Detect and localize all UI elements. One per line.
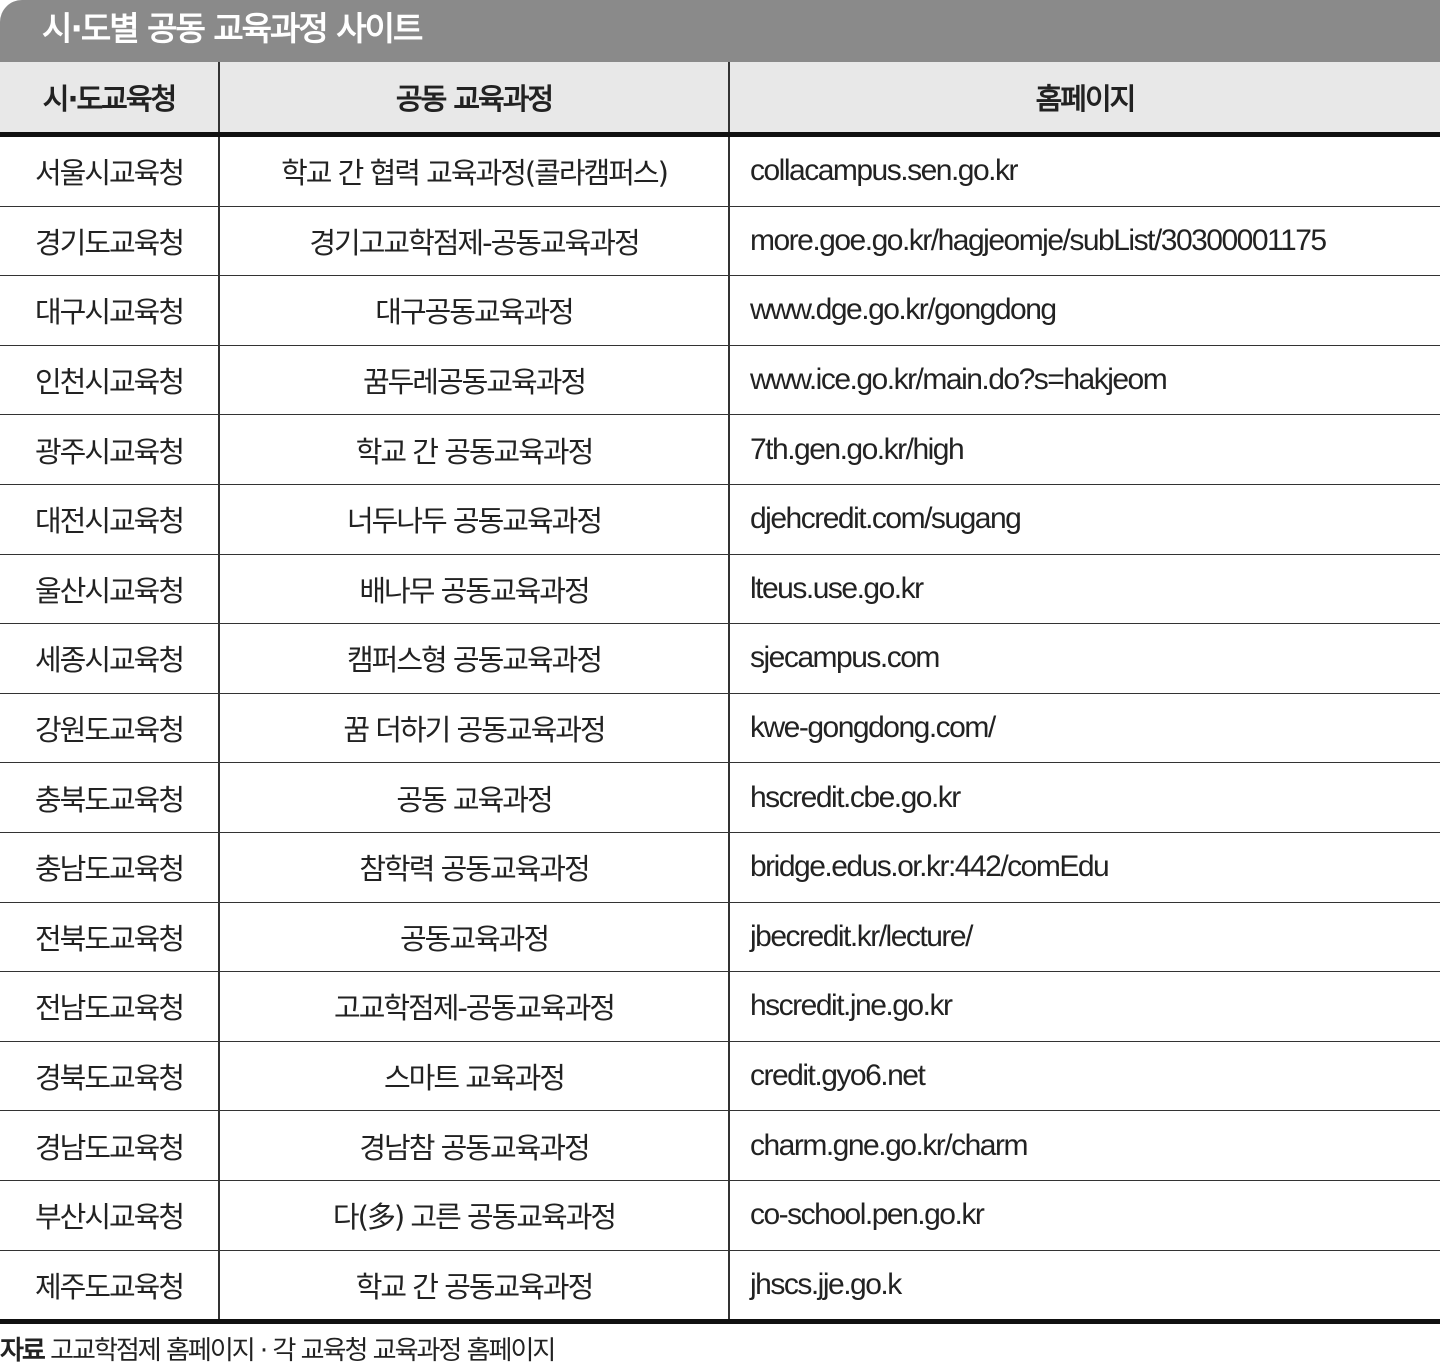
homepage-cell: jhscs.jje.go.k — [728, 1250, 1440, 1325]
table-row: 경북도교육청 스마트 교육과정 credit.gyo6.net — [0, 1041, 1440, 1112]
curriculum-cell: 꿈두레공동교육과정 — [218, 345, 729, 416]
curriculum-cell: 다(多) 고른 공동교육과정 — [218, 1180, 729, 1251]
office-cell: 경기도교육청 — [0, 206, 219, 277]
homepage-cell: co-school.pen.go.kr — [728, 1180, 1440, 1251]
office-cell: 인천시교육청 — [0, 345, 219, 416]
curriculum-cell: 학교 간 공동교육과정 — [218, 1250, 729, 1325]
table-row: 부산시교육청 다(多) 고른 공동교육과정 co-school.pen.go.kr — [0, 1180, 1440, 1251]
homepage-cell: more.goe.go.kr/hagjeomje/subList/3030000… — [728, 206, 1440, 277]
table-row: 충북도교육청 공동 교육과정 hscredit.cbe.go.kr — [0, 762, 1440, 833]
table-row: 충남도교육청 참학력 공동교육과정 bridge.edus.or.kr:442/co… — [0, 832, 1440, 903]
homepage-cell: bridge.edus.or.kr:442/comEdu — [728, 832, 1440, 903]
curriculum-cell: 고교학점제-공동교육과정 — [218, 971, 729, 1042]
homepage-cell: jbecredit.kr/lecture/ — [728, 902, 1440, 973]
office-cell: 경남도교육청 — [0, 1110, 219, 1181]
table-row: 전북도교육청 공동교육과정 jbecredit.kr/lecture/ — [0, 902, 1440, 973]
source-text: 고교학점제 홈페이지 · 각 교육청 교육과정 홈페이지 — [50, 1336, 556, 1367]
homepage-cell: www.ice.go.kr/main.do?s=hakjeom — [728, 345, 1440, 416]
office-cell: 울산시교육청 — [0, 554, 219, 625]
curriculum-cell: 꿈 더하기 공동교육과정 — [218, 693, 729, 764]
curriculum-cell: 학교 간 협력 교육과정(콜라캠퍼스) — [218, 134, 729, 207]
curriculum-cell: 대구공동교육과정 — [218, 275, 729, 346]
homepage-cell: www.dge.go.kr/gongdong — [728, 275, 1440, 346]
curriculum-cell: 공동 교육과정 — [218, 762, 729, 833]
office-cell: 전북도교육청 — [0, 902, 219, 973]
homepage-cell: charm.gne.go.kr/charm — [728, 1110, 1440, 1181]
office-cell: 강원도교육청 — [0, 693, 219, 764]
table-title: 시·도별 공동 교육과정 사이트 — [0, 0, 1440, 62]
curriculum-cell: 경기고교학점제-공동교육과정 — [218, 206, 729, 277]
homepage-cell: credit.gyo6.net — [728, 1041, 1440, 1112]
table-row: 광주시교육청 학교 간 공동교육과정 7th.gen.go.kr/high — [0, 414, 1440, 485]
curriculum-cell: 스마트 교육과정 — [218, 1041, 729, 1112]
curriculum-cell: 공동교육과정 — [218, 902, 729, 973]
table-row: 대구시교육청 대구공동교육과정 www.dge.go.kr/gongdong — [0, 275, 1440, 346]
office-cell: 세종시교육청 — [0, 623, 219, 694]
column-header-curriculum: 공동 교육과정 — [218, 62, 729, 137]
header-row: 시·도교육청 공동 교육과정 홈페이지 — [0, 62, 1440, 137]
homepage-cell: kwe-gongdong.com/ — [728, 693, 1440, 764]
office-cell: 충북도교육청 — [0, 762, 219, 833]
table-row: 전남도교육청 고교학점제-공동교육과정 hscredit.jne.go.kr — [0, 971, 1440, 1042]
homepage-cell: lteus.use.go.kr — [728, 554, 1440, 625]
homepage-cell: sjecampus.com — [728, 623, 1440, 694]
source-label: 자료 — [0, 1336, 46, 1367]
office-cell: 전남도교육청 — [0, 971, 219, 1042]
office-cell: 경북도교육청 — [0, 1041, 219, 1112]
table-row: 대전시교육청 너두나두 공동교육과정 djehcredit.com/sugang — [0, 484, 1440, 555]
office-cell: 서울시교육청 — [0, 134, 219, 207]
office-cell: 대구시교육청 — [0, 275, 219, 346]
column-header-office: 시·도교육청 — [0, 62, 219, 137]
source-note: 자료 고교학점제 홈페이지 · 각 교육청 교육과정 홈페이지 — [0, 1324, 1440, 1367]
office-cell: 대전시교육청 — [0, 484, 219, 555]
table-row: 인천시교육청 꿈두레공동교육과정 www.ice.go.kr/main.do?s=h… — [0, 345, 1440, 416]
table-row: 서울시교육청 학교 간 협력 교육과정(콜라캠퍼스) collacampus.sen… — [0, 134, 1440, 207]
curriculum-cell: 경남참 공동교육과정 — [218, 1110, 729, 1181]
table-row: 경기도교육청 경기고교학점제-공동교육과정 more.goe.go.kr/hagje… — [0, 206, 1440, 277]
curriculum-cell: 너두나두 공동교육과정 — [218, 484, 729, 555]
homepage-cell: hscredit.jne.go.kr — [728, 971, 1440, 1042]
office-cell: 광주시교육청 — [0, 414, 219, 485]
curriculum-cell: 참학력 공동교육과정 — [218, 832, 729, 903]
table-row: 울산시교육청 배나무 공동교육과정 lteus.use.go.kr — [0, 554, 1440, 625]
table-row: 세종시교육청 캠퍼스형 공동교육과정 sjecampus.com — [0, 623, 1440, 694]
curriculum-cell: 배나무 공동교육과정 — [218, 554, 729, 625]
office-cell: 제주도교육청 — [0, 1250, 219, 1325]
table-row: 강원도교육청 꿈 더하기 공동교육과정 kwe-gongdong.com/ — [0, 693, 1440, 764]
curriculum-cell: 학교 간 공동교육과정 — [218, 414, 729, 485]
office-cell: 충남도교육청 — [0, 832, 219, 903]
homepage-cell: djehcredit.com/sugang — [728, 484, 1440, 555]
table-row: 제주도교육청 학교 간 공동교육과정 jhscs.jje.go.k — [0, 1250, 1440, 1325]
table-row: 경남도교육청 경남참 공동교육과정 charm.gne.go.kr/charm — [0, 1110, 1440, 1181]
column-header-homepage: 홈페이지 — [728, 62, 1440, 137]
curriculum-sites-table: 시·도교육청 공동 교육과정 홈페이지 서울시교육청 학교 간 협력 교육과정(콜… — [0, 62, 1440, 1325]
curriculum-cell: 캠퍼스형 공동교육과정 — [218, 623, 729, 694]
homepage-cell: collacampus.sen.go.kr — [728, 134, 1440, 207]
homepage-cell: hscredit.cbe.go.kr — [728, 762, 1440, 833]
office-cell: 부산시교육청 — [0, 1180, 219, 1251]
homepage-cell: 7th.gen.go.kr/high — [728, 414, 1440, 485]
